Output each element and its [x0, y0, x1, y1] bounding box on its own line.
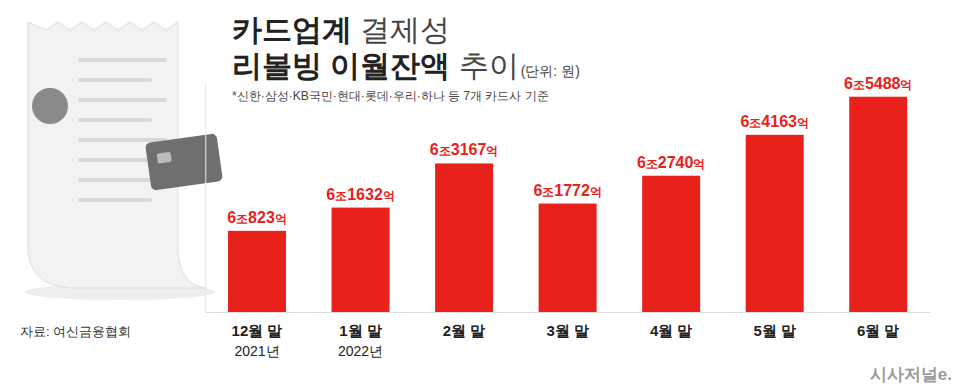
x-tick-label: 5월 말 — [753, 322, 796, 339]
bar — [539, 204, 597, 312]
bar — [642, 176, 700, 312]
receipt-line — [80, 78, 150, 82]
x-axis: 12월 말2021년 1월 말2022년 2월 말 3월 말 4월 말 5월 말 6월 말 — [206, 313, 931, 360]
x-tick: 3월 말 — [546, 322, 589, 339]
card-chip — [157, 152, 172, 164]
receipt-line — [80, 58, 165, 62]
logo: 시사저널e. — [870, 365, 952, 384]
data-label: 6조2740억 — [637, 154, 706, 171]
bar — [228, 231, 286, 312]
illustration — [25, 22, 223, 300]
data-label: 6조5488억 — [844, 75, 913, 92]
x-tick-label: 2월 말 — [443, 322, 486, 339]
x-tick: 2월 말 — [443, 322, 486, 339]
unit: (단위: 원) — [521, 63, 580, 79]
data-label: 6조3167억 — [430, 141, 499, 158]
source: 자료: 여신금융협회 — [20, 324, 131, 339]
y-axis-line — [205, 83, 206, 313]
x-tick-label: 3월 말 — [546, 322, 589, 339]
data-label: 6조823억 — [227, 209, 287, 226]
bars — [228, 97, 907, 312]
data-labels: 6조823억 6조1632억 6조3167억 6조1772억 6조2740억 6조4163… — [227, 75, 912, 226]
data-label: 6조1772억 — [533, 182, 602, 199]
data-label: 6조4163억 — [740, 113, 809, 130]
receipt-line — [80, 138, 165, 142]
x-tick-label: 1월 말2022년 — [338, 322, 383, 359]
x-tick-label: 6월 말 — [857, 322, 900, 339]
bar — [332, 208, 390, 312]
x-tick: 1월 말2022년 — [338, 322, 383, 359]
y-axis — [205, 83, 206, 313]
receipt-line — [80, 158, 150, 162]
data-label: 6조1632억 — [326, 186, 395, 203]
coin — [32, 88, 68, 124]
card — [145, 133, 223, 191]
x-tick: 6월 말 — [857, 322, 900, 339]
receipt-line — [80, 198, 150, 202]
receipt-line — [80, 98, 165, 102]
x-tick-label: 12월 말2021년 — [232, 322, 283, 359]
bar — [746, 135, 804, 312]
x-tick-label: 4월 말 — [650, 322, 693, 339]
receipt-line — [80, 118, 150, 122]
x-tick: 12월 말2021년 — [232, 322, 283, 359]
x-axis-line — [206, 312, 931, 313]
title: 카드업계 결제성리볼빙 이월잔액 추이 — [232, 13, 519, 82]
subtitle: *신한·삼성·KB국민·현대·롯데·우리·하나 등 7개 카드사 기준 — [232, 89, 549, 103]
x-tick: 4월 말 — [650, 322, 693, 339]
x-tick: 5월 말 — [753, 322, 796, 339]
chart: 카드업계 결제성리볼빙 이월잔액 추이(단위: 원) *신한·삼성·KB국민·현대… — [0, 0, 960, 388]
bar — [435, 163, 493, 312]
bar — [849, 97, 907, 312]
